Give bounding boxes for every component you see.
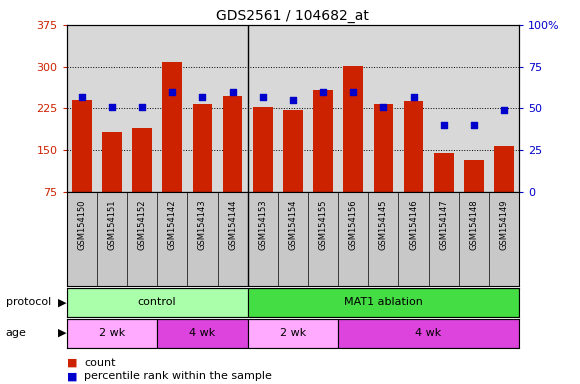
Text: GSM154148: GSM154148 [469,200,478,250]
Point [318,89,328,95]
Text: GSM154156: GSM154156 [349,200,358,250]
Bar [494,146,514,192]
Bar [283,110,303,192]
Bar [434,153,454,192]
Text: GSM154147: GSM154147 [439,200,448,250]
Bar [338,319,519,348]
Text: GSM154146: GSM154146 [409,200,418,250]
Point [469,122,478,128]
Text: GSM154152: GSM154152 [137,200,147,250]
Bar [343,66,363,192]
Point [409,94,418,100]
Bar [193,104,212,192]
Bar [223,96,242,192]
Text: GSM154142: GSM154142 [168,200,177,250]
Bar [464,160,484,192]
Text: protocol: protocol [6,297,51,308]
Title: GDS2561 / 104682_at: GDS2561 / 104682_at [216,8,369,23]
Text: GSM154154: GSM154154 [288,200,298,250]
Text: ■: ■ [67,358,77,368]
Point [258,94,267,100]
Point [107,104,117,110]
Point [499,107,509,113]
Text: GSM154145: GSM154145 [379,200,388,250]
Text: GSM154155: GSM154155 [318,200,328,250]
Point [288,97,298,103]
Bar [404,101,423,192]
Text: 2 wk: 2 wk [99,328,125,338]
Bar [313,90,333,192]
Text: MAT1 ablation: MAT1 ablation [344,297,423,308]
Text: GSM154143: GSM154143 [198,200,207,250]
Text: age: age [6,328,27,338]
Bar [132,128,152,192]
Text: GSM154144: GSM154144 [228,200,237,250]
Text: control: control [138,297,176,308]
Text: GSM154153: GSM154153 [258,200,267,250]
Text: 4 wk: 4 wk [189,328,216,338]
Text: ■: ■ [67,371,77,381]
Point [349,89,358,95]
Text: GSM154151: GSM154151 [107,200,117,250]
Bar [248,319,338,348]
Text: 2 wk: 2 wk [280,328,306,338]
Text: GSM154150: GSM154150 [77,200,86,250]
Text: ▶: ▶ [59,297,67,308]
Bar [253,107,273,192]
Text: ▶: ▶ [59,328,67,338]
Point [228,89,237,95]
Point [439,122,448,128]
Point [198,94,207,100]
Point [379,104,388,110]
Bar [67,288,248,317]
Bar [72,100,92,192]
Bar [374,104,393,192]
Point [137,104,147,110]
Bar [162,62,182,192]
Bar [67,319,157,348]
Point [77,94,86,100]
Point [168,89,177,95]
Text: count: count [84,358,115,368]
Text: GSM154149: GSM154149 [499,200,509,250]
Text: 4 wk: 4 wk [415,328,442,338]
Bar [102,132,122,192]
Bar [157,319,248,348]
Text: percentile rank within the sample: percentile rank within the sample [84,371,272,381]
Bar [248,288,519,317]
